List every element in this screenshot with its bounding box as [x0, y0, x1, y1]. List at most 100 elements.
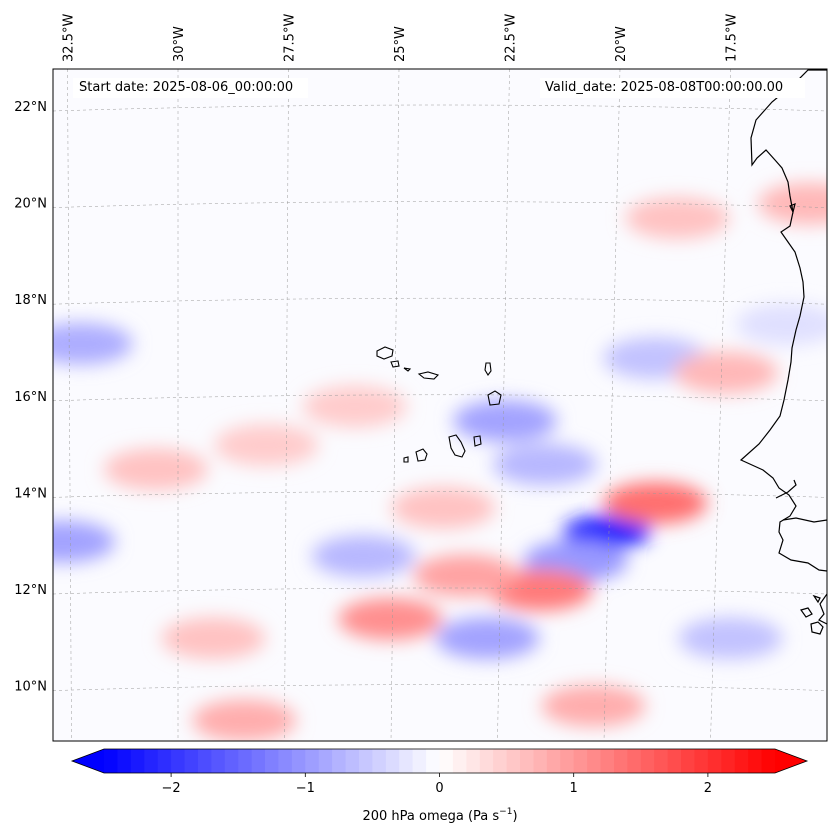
- parallel-line: [53, 491, 827, 498]
- field-anomaly: [338, 598, 443, 640]
- colorbar-segment: [520, 749, 535, 773]
- coast-bijagos-1: [800, 607, 813, 618]
- coast-bijagos-2: [810, 621, 824, 635]
- colorbar-segment: [533, 749, 548, 773]
- longitude-labels: 32.5°W 30°W 27.5°W 25°W 22.5°W 20°W 17.5°W: [62, 14, 740, 62]
- field-anomaly: [435, 617, 540, 660]
- lat-tick-label: 18°N: [14, 293, 47, 308]
- map-area: [53, 69, 827, 741]
- island-boa-vista: [487, 390, 502, 406]
- west-africa-coastline: [739, 69, 827, 635]
- colorbar-segment: [305, 749, 320, 773]
- island-santiago: [448, 434, 466, 458]
- field-anomaly: [53, 322, 133, 365]
- coast-senegal-river: [782, 517, 827, 523]
- field-anomaly: [678, 617, 783, 660]
- colorbar-segment: [291, 749, 306, 773]
- omega-field: [53, 182, 827, 741]
- colorbar-tick-label: −1: [296, 781, 315, 796]
- meridian-line: [284, 69, 289, 741]
- colorbar-tick-label: −2: [162, 781, 181, 796]
- colorbar-segment: [761, 749, 776, 773]
- field-anomaly: [53, 520, 116, 563]
- colorbar-segment: [130, 749, 145, 773]
- colorbar-segment: [546, 749, 561, 773]
- colorbar-segments: [104, 749, 776, 773]
- colorbar-segment: [721, 749, 736, 773]
- island-brava: [403, 456, 409, 463]
- lat-tick-label: 16°N: [14, 390, 47, 405]
- field-anomaly: [453, 400, 558, 442]
- lon-tick-label: 22.5°W: [504, 14, 519, 62]
- colorbar-segment: [332, 749, 347, 773]
- colorbar-segment: [734, 749, 749, 773]
- colorbar-segment: [412, 749, 427, 773]
- parallel-line: [53, 104, 827, 112]
- field-anomaly: [492, 443, 597, 486]
- parallel-line: [53, 201, 827, 208]
- colorbar-segment: [345, 749, 360, 773]
- coast-cape-verde-peninsula: [775, 479, 797, 499]
- colorbar-segment: [426, 749, 441, 773]
- field-anomaly: [161, 617, 266, 660]
- island-fogo: [415, 448, 428, 462]
- field-anomaly: [603, 482, 708, 524]
- field-anomaly: [758, 182, 827, 225]
- colorbar-segment: [372, 749, 387, 773]
- colorbar-segment: [681, 749, 696, 773]
- parallel-line: [53, 684, 827, 691]
- island-santa-luzia: [403, 367, 412, 372]
- colorbar-segment: [748, 749, 763, 773]
- start-date-label: Start date: 2025-08-06_00:00:00: [79, 80, 293, 95]
- field-anomaly: [625, 197, 730, 239]
- field-anomaly: [413, 554, 518, 597]
- lat-tick-label: 14°N: [14, 486, 47, 501]
- field-anomaly: [391, 486, 496, 529]
- field-anomaly: [103, 448, 208, 491]
- colorbar-tick-label: 0: [435, 781, 443, 796]
- field-anomaly: [311, 535, 416, 578]
- island-sao-nicolau: [417, 371, 440, 380]
- colorbar-tick-label: 1: [570, 781, 578, 796]
- field-anomaly: [674, 351, 779, 394]
- lon-tick-label: 32.5°W: [62, 14, 77, 62]
- colorbar-segment: [627, 749, 642, 773]
- gridlines: [53, 69, 827, 741]
- colorbar-segment: [587, 749, 602, 773]
- lon-tick-label: 27.5°W: [283, 14, 298, 62]
- colorbar-segment: [573, 749, 588, 773]
- meridian-line: [390, 69, 400, 741]
- field-anomaly: [302, 385, 407, 428]
- island-sal: [484, 362, 492, 376]
- colorbar-extend-high: [775, 749, 807, 773]
- colorbar-segment: [184, 749, 199, 773]
- island-sao-vicente: [390, 360, 400, 368]
- coast-north-islet: [789, 203, 796, 214]
- colorbar-segment: [667, 749, 682, 773]
- colorbar-segment: [600, 749, 615, 773]
- colorbar-segment: [640, 749, 655, 773]
- meridian-line: [710, 69, 731, 741]
- colorbar-segment: [479, 749, 494, 773]
- lon-tick-label: 20°W: [614, 26, 629, 62]
- valid-date-box: [540, 78, 805, 98]
- field-anomaly: [735, 303, 827, 346]
- colorbar-segment: [211, 749, 226, 773]
- colorbar-ticks: −2 −1 0 1 2: [162, 773, 712, 796]
- colorbar-segment: [694, 749, 709, 773]
- meridian-line: [603, 69, 621, 741]
- lon-tick-label: 25°W: [393, 26, 408, 62]
- colorbar-extend-low: [72, 749, 104, 773]
- lat-tick-label: 22°N: [14, 100, 47, 115]
- colorbar-segment: [439, 749, 454, 773]
- field-anomaly: [214, 424, 319, 466]
- field-anomaly: [541, 685, 646, 727]
- island-santo-antao: [376, 346, 394, 360]
- colorbar-segment: [654, 749, 669, 773]
- meridian-line: [67, 69, 72, 741]
- colorbar-segment: [171, 749, 186, 773]
- cabo-verde-islands: [376, 346, 502, 463]
- colorbar-segment: [238, 749, 253, 773]
- island-maio: [473, 435, 482, 447]
